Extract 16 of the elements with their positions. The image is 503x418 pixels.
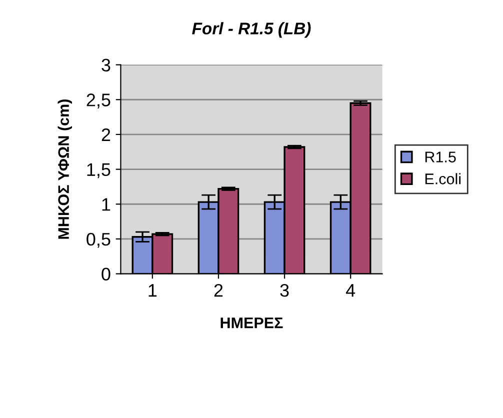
y-tick-label: 2,5: [86, 94, 110, 108]
x-tick-label: 4: [346, 284, 356, 297]
chart-title: Forl - R1.5 (LB): [192, 22, 311, 38]
y-tick-label: 1: [102, 198, 110, 211]
x-tick-label: 3: [280, 284, 289, 297]
y-tick-label: 3: [102, 58, 110, 72]
x-tick-label: 1: [148, 284, 157, 297]
x-tick-label: 2: [214, 284, 223, 297]
y-tick-label: 1,5: [87, 163, 110, 178]
y-tick-label: 0,5: [86, 232, 110, 248]
y-tick-label: 0: [102, 268, 110, 281]
y-tick-label: 2: [102, 128, 110, 141]
legend-label: E.coli: [425, 173, 461, 184]
x-axis-title: ΗΜΕΡΕΣ: [220, 318, 283, 328]
y-axis-title: ΜΗΚΟΣ ΥΦΩΝ (cm): [58, 100, 72, 239]
legend-label: R1.5: [425, 152, 456, 162]
